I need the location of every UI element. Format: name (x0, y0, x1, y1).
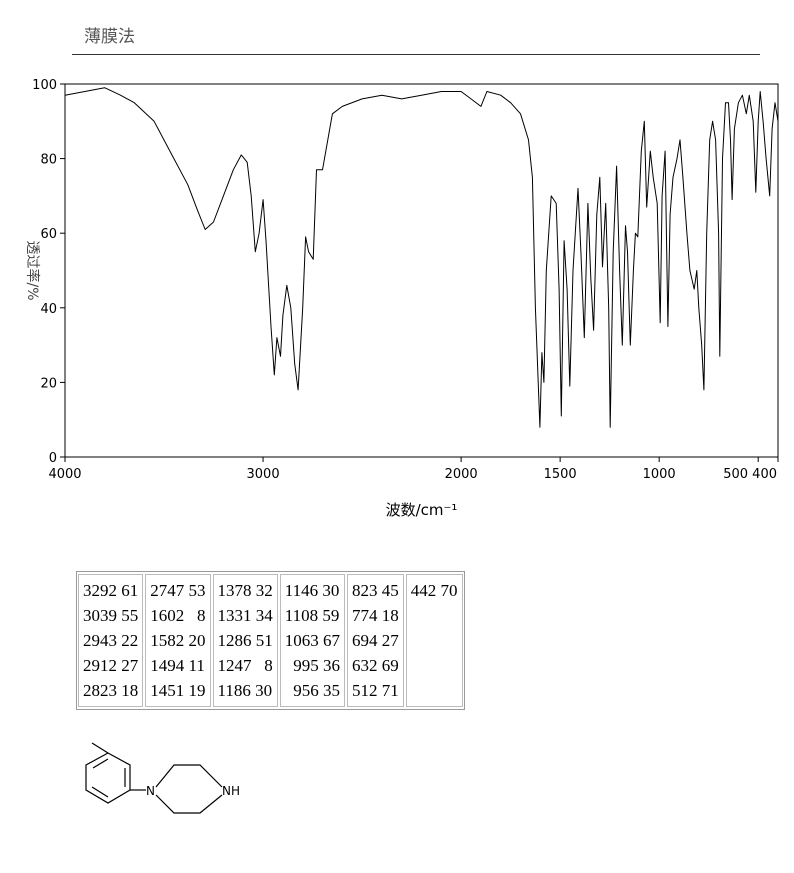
x-tick-label: 500 400 (723, 467, 777, 482)
peak-cell: 2823 18 (83, 681, 139, 700)
peak-cell: 823 45 (352, 581, 399, 600)
peak-cell: 632 69 (352, 656, 399, 675)
peak-cell: 1063 67 (284, 631, 340, 650)
y-tick-label: 100 (32, 78, 57, 93)
x-tick-label: 1500 (544, 467, 577, 482)
ring-double-bond (92, 758, 109, 769)
y-tick-label: 40 (40, 302, 57, 317)
plot-frame (64, 83, 779, 458)
peak-column: 1378 32 1331 34 1286 51 1247 8 1186 30 (212, 574, 278, 707)
peak-cell: 1494 11 (150, 656, 205, 675)
peak-cell: 512 71 (352, 681, 399, 700)
page-title: 薄膜法 (84, 27, 135, 47)
peak-cell: 1378 32 (217, 581, 273, 600)
x-tick-label: 1000 (643, 467, 676, 482)
methyl-bond (91, 742, 109, 754)
y-axis-label: 透过率/% (24, 240, 41, 300)
benzene-ring (85, 752, 131, 804)
x-axis-label: 波数/cm⁻¹ (386, 501, 458, 519)
peak-cell: 1186 30 (217, 681, 273, 700)
y-tick-label: 80 (40, 153, 57, 168)
peak-column: 1146 30 1108 59 1063 67 995 36 956 35 (279, 574, 345, 707)
peak-cell: 2943 22 (83, 631, 139, 650)
peak-column: 442 70 (405, 574, 463, 707)
spectrum-series-line (64, 87, 779, 428)
piperazine-top (155, 764, 223, 788)
peak-cell: 774 18 (352, 606, 399, 625)
ring-double-bond (91, 786, 109, 798)
x-tick-label: 3000 (247, 467, 280, 482)
peak-cell: 1146 30 (284, 581, 340, 600)
chemical-structure: N NH (85, 742, 240, 814)
peak-cell: 3039 55 (83, 606, 139, 625)
peak-cell: 694 27 (352, 631, 399, 650)
piperazine-bottom (155, 794, 223, 814)
y-tick-label: 0 (49, 451, 57, 466)
peak-column: 3292 61 3039 55 2943 22 2912 27 2823 18 (78, 574, 144, 707)
peak-column: 2747 53 1602 8 1582 20 1494 11 1451 19 (145, 574, 211, 707)
peak-cell: 995 36 (284, 656, 340, 675)
y-tick-label: 60 (40, 227, 57, 242)
header-divider (72, 54, 760, 55)
peak-cell: 1108 59 (284, 606, 340, 625)
peak-cell: 442 70 (410, 581, 458, 600)
peak-table: 3292 61 3039 55 2943 22 2912 27 2823 18 2747 … (76, 571, 465, 710)
nh-atom-label: NH (222, 784, 240, 798)
peak-cell: 1582 20 (150, 631, 206, 650)
n-atom-label: N (146, 784, 155, 798)
x-tick-label: 2000 (445, 467, 478, 482)
x-tick-label: 4000 (48, 467, 81, 482)
peak-cell: 2747 53 (150, 581, 206, 600)
peak-cell: 1602 8 (150, 606, 206, 625)
peak-cell: 1451 19 (150, 681, 206, 700)
peak-cell: 3292 61 (83, 581, 139, 600)
y-tick-label: 20 (40, 376, 57, 391)
peak-column: 823 45 774 18 694 27 632 69 512 71 (347, 574, 404, 707)
peak-cell: 2912 27 (83, 656, 139, 675)
ir-spectrum-chart: 0 20 40 60 80 100 4000 3000 2000 1500 1000 500 400 波… (24, 78, 779, 519)
peak-cell: 1247 8 (217, 656, 273, 675)
peak-cell: 956 35 (284, 681, 340, 700)
peak-cell: 1286 51 (217, 631, 273, 650)
peak-cell: 1331 34 (217, 606, 273, 625)
